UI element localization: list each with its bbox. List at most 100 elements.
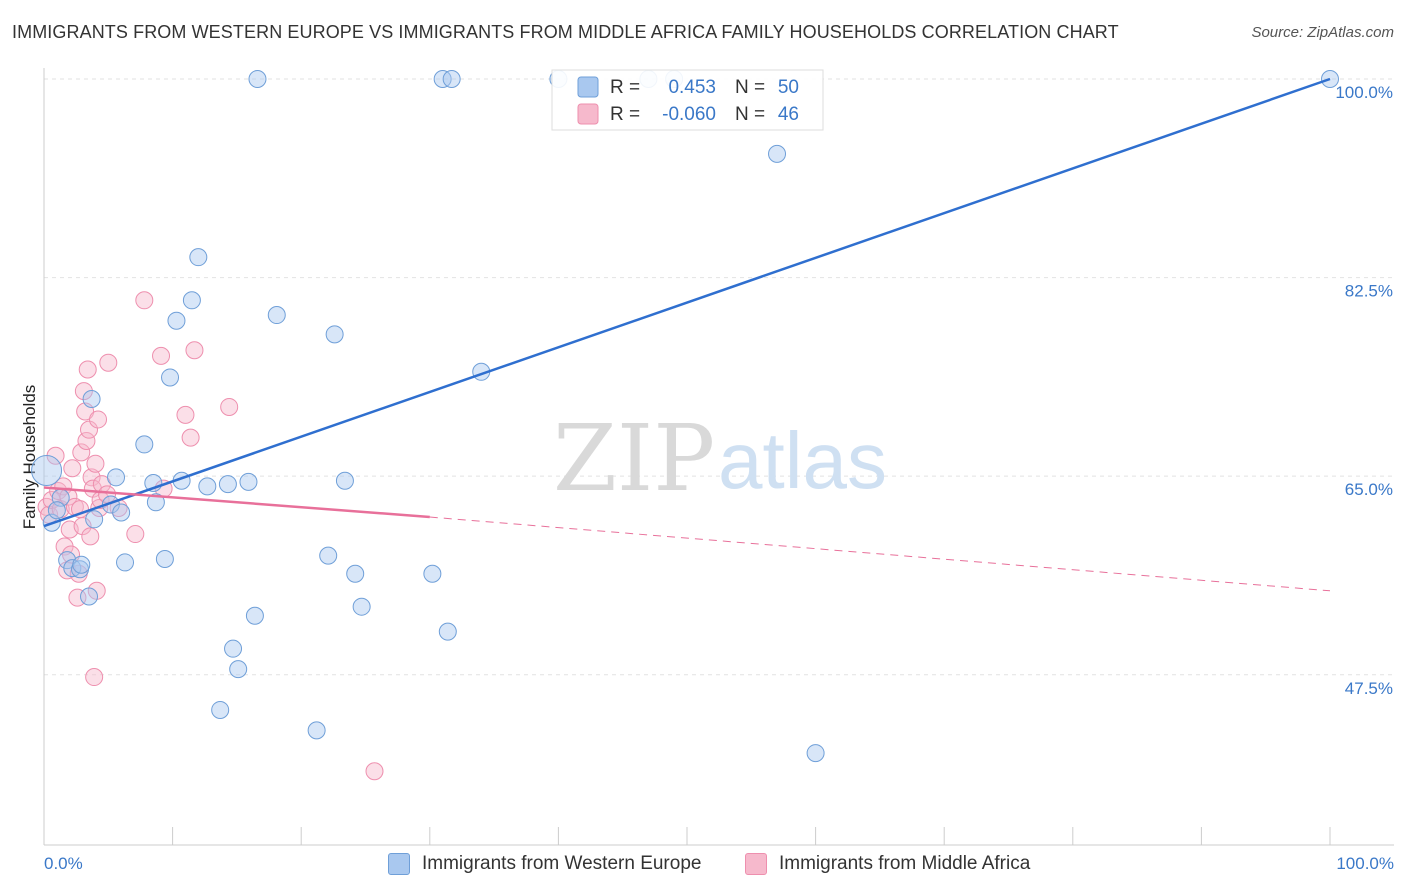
y-tick-labels: 47.5% 65.0% 82.5% 100.0% xyxy=(1335,83,1393,698)
data-point-middle-africa xyxy=(220,397,239,416)
data-point-western-europe xyxy=(167,311,186,330)
watermark: ZIP atlas xyxy=(553,405,887,512)
data-point-western-europe xyxy=(352,597,371,616)
data-point-middle-africa xyxy=(80,420,99,439)
trend-line-middle-africa xyxy=(43,486,430,519)
data-point-middle-africa xyxy=(99,353,118,372)
y-axis-label: Family Households xyxy=(20,385,39,530)
data-point-western-europe xyxy=(433,70,452,88)
data-point-middle-africa xyxy=(89,410,108,429)
data-point-middle-africa xyxy=(74,382,93,401)
data-point-western-europe xyxy=(319,546,338,565)
y-tick-label: 82.5% xyxy=(1345,282,1393,301)
trend-line-western-europe xyxy=(43,77,1331,528)
data-point-western-europe xyxy=(107,468,126,487)
axes xyxy=(43,68,1394,846)
data-point-western-europe xyxy=(31,455,63,487)
legend-swatch-blue xyxy=(388,853,410,875)
source-label: Source: ZipAtlas.com xyxy=(1251,24,1394,41)
data-point-western-europe xyxy=(239,472,258,491)
trend-lines xyxy=(43,77,1331,592)
x-tick-marks xyxy=(43,827,1331,845)
data-point-middle-africa xyxy=(78,360,97,379)
stats-r-label-blue: R = xyxy=(610,77,640,98)
data-point-western-europe xyxy=(82,390,101,409)
stats-n-label-pink: N = xyxy=(735,104,765,125)
data-point-western-europe xyxy=(768,144,787,163)
data-point-middle-africa xyxy=(126,525,145,544)
data-point-western-europe xyxy=(438,622,457,641)
data-point-western-europe xyxy=(218,475,237,494)
data-point-middle-africa xyxy=(85,668,104,687)
data-point-middle-africa xyxy=(63,459,82,478)
data-point-western-europe xyxy=(423,564,442,583)
y-tick-label: 47.5% xyxy=(1345,679,1393,698)
data-point-western-europe xyxy=(116,553,135,572)
data-point-western-europe xyxy=(72,555,91,574)
stats-n-label-blue: N = xyxy=(735,77,765,98)
data-point-western-europe xyxy=(806,744,825,763)
data-point-western-europe xyxy=(80,587,99,606)
stats-r-value-blue: 0.453 xyxy=(668,77,716,98)
data-point-middle-africa xyxy=(86,454,105,473)
y-tick-label: 100.0% xyxy=(1335,83,1393,102)
data-point-middle-africa xyxy=(81,527,100,546)
series-middle-africa-points xyxy=(37,291,384,781)
trend-line-middle-africa-extension xyxy=(429,516,1331,592)
data-point-middle-africa xyxy=(54,477,73,496)
data-point-middle-africa xyxy=(181,428,200,447)
data-point-middle-africa xyxy=(72,443,91,462)
data-point-western-europe xyxy=(63,559,82,578)
data-point-middle-africa xyxy=(176,405,195,424)
data-point-middle-africa xyxy=(152,346,171,365)
x-tick-label-right: 100.0% xyxy=(1336,854,1394,873)
data-point-western-europe xyxy=(224,639,243,658)
legend-swatch-pink xyxy=(745,853,767,875)
data-point-western-europe xyxy=(155,550,174,569)
data-point-western-europe xyxy=(442,70,461,88)
stats-legend-pink-swatch xyxy=(577,103,599,125)
data-point-middle-africa xyxy=(185,341,204,360)
data-point-western-europe xyxy=(135,435,154,454)
data-point-western-europe xyxy=(161,368,180,387)
data-point-western-europe xyxy=(189,248,208,267)
data-point-middle-africa xyxy=(68,588,87,607)
legend-item-middle-africa[interactable]: Immigrants from Middle Africa xyxy=(745,852,1030,876)
data-point-middle-africa xyxy=(77,432,96,451)
data-point-middle-africa xyxy=(59,487,78,506)
y-tick-label: 65.0% xyxy=(1345,480,1393,499)
data-point-western-europe xyxy=(267,306,286,325)
stats-n-value-blue: 50 xyxy=(778,77,799,98)
data-point-western-europe xyxy=(85,510,104,529)
data-point-western-europe xyxy=(229,660,248,679)
watermark-atlas: atlas xyxy=(718,416,887,505)
data-point-middle-africa xyxy=(365,762,384,781)
chart-title: IMMIGRANTS FROM WESTERN EUROPE VS IMMIGR… xyxy=(12,22,1119,42)
data-point-western-europe xyxy=(335,471,354,490)
stats-r-value-pink: -0.060 xyxy=(662,104,716,125)
data-point-western-europe xyxy=(112,503,131,522)
data-point-western-europe xyxy=(47,501,66,520)
data-point-western-europe xyxy=(198,477,217,496)
data-point-western-europe xyxy=(211,700,230,719)
data-point-western-europe xyxy=(182,291,201,310)
stats-n-value-pink: 46 xyxy=(778,104,799,125)
data-point-western-europe xyxy=(248,70,267,88)
data-point-middle-africa xyxy=(73,517,92,536)
data-point-western-europe xyxy=(307,721,326,740)
data-point-western-europe xyxy=(346,564,365,583)
legend-label-western-europe: Immigrants from Western Europe xyxy=(422,853,702,874)
stats-legend-blue-swatch xyxy=(577,76,599,98)
data-point-western-europe xyxy=(245,606,264,625)
legend-label-middle-africa: Immigrants from Middle Africa xyxy=(779,853,1031,874)
watermark-zip: ZIP xyxy=(553,405,715,512)
x-tick-label-left: 0.0% xyxy=(44,854,83,873)
data-point-middle-africa xyxy=(98,485,117,504)
stats-legend: R = 0.453 N = 50 R = -0.060 N = 46 xyxy=(551,69,824,131)
data-point-middle-africa xyxy=(82,468,101,487)
gridlines xyxy=(44,78,1394,676)
stats-r-label-pink: R = xyxy=(610,104,640,125)
data-point-western-europe xyxy=(325,325,344,344)
legend-item-western-europe[interactable]: Immigrants from Western Europe xyxy=(388,852,701,876)
